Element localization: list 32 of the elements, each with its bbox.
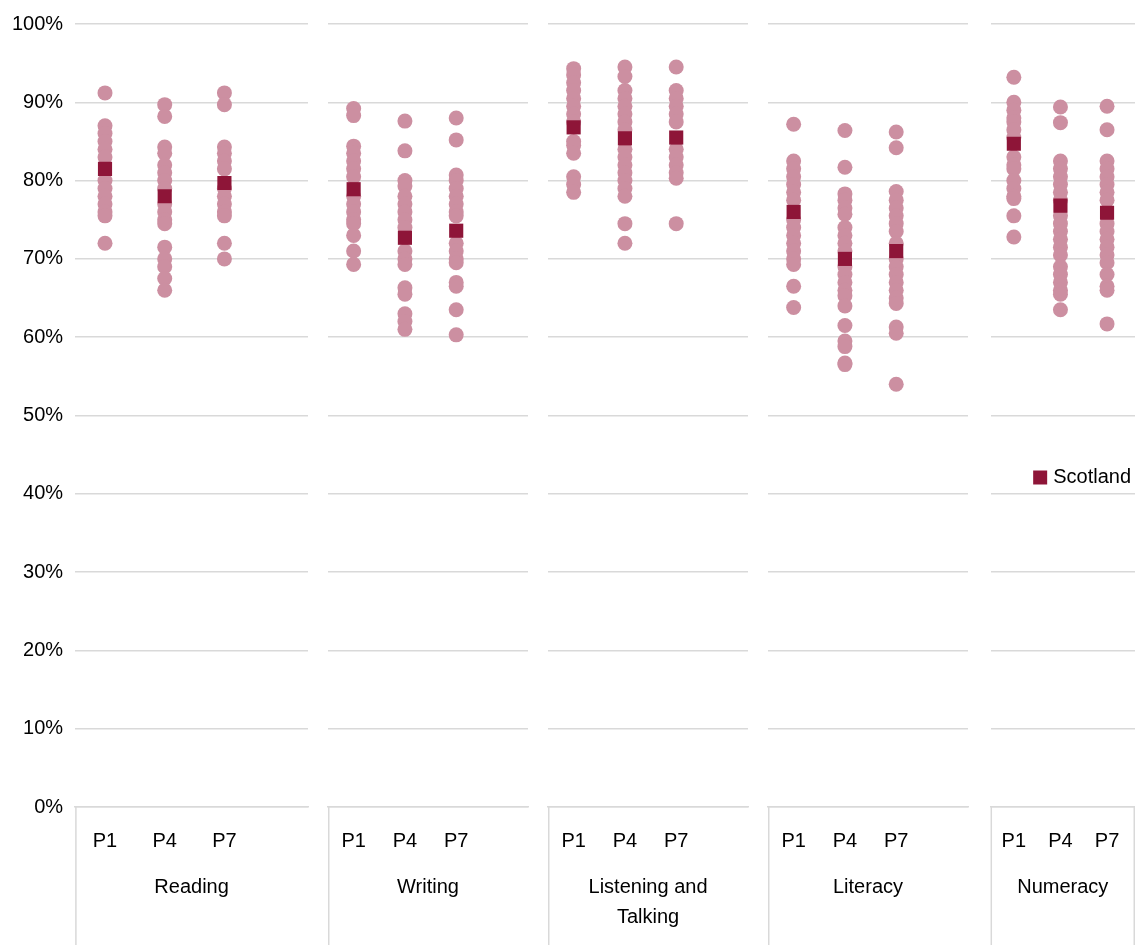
y-tick-label: 100% [12,11,64,34]
y-tick-label: 40% [23,481,64,504]
y-tick-label: 90% [23,89,64,112]
x-tick-label: P1 [341,828,366,851]
x-axis-title: Reading [154,874,229,897]
y-tick-label: 50% [23,403,64,426]
x-tick-label: P1 [561,828,586,851]
y-tick-label: 10% [23,716,64,739]
y-tick-label: 0% [34,794,64,817]
x-tick-label: P1 [781,828,806,851]
y-tick-label: 70% [23,246,64,269]
y-tick-label: 30% [23,559,64,582]
x-tick-label: P4 [152,828,177,851]
x-axis-title: Listening and Talking [588,874,708,927]
x-tick-label: P4 [612,828,638,851]
x-tick-label: P1 [92,828,118,851]
x-tick-label: P4 [392,828,418,851]
x-tick-label: P4 [832,828,858,851]
x-tick-label: P7 [212,828,237,851]
y-tick-label: 20% [23,637,64,660]
x-axis-title: Numeracy [1017,874,1109,897]
y-tick-label: 60% [23,324,64,347]
x-tick-label: P7 [663,828,689,851]
y-tick-label: 80% [23,168,64,191]
x-tick-label: P7 [1094,828,1120,851]
x-tick-label: P1 [1001,828,1027,851]
legend-label: Scotland [1053,465,1132,488]
x-tick-label: P4 [1048,828,1073,851]
x-axis-title: Writing [397,874,459,897]
x-axis-title: Literacy [832,874,904,897]
x-tick-label: P7 [443,828,469,851]
x-tick-label: P7 [883,828,909,851]
